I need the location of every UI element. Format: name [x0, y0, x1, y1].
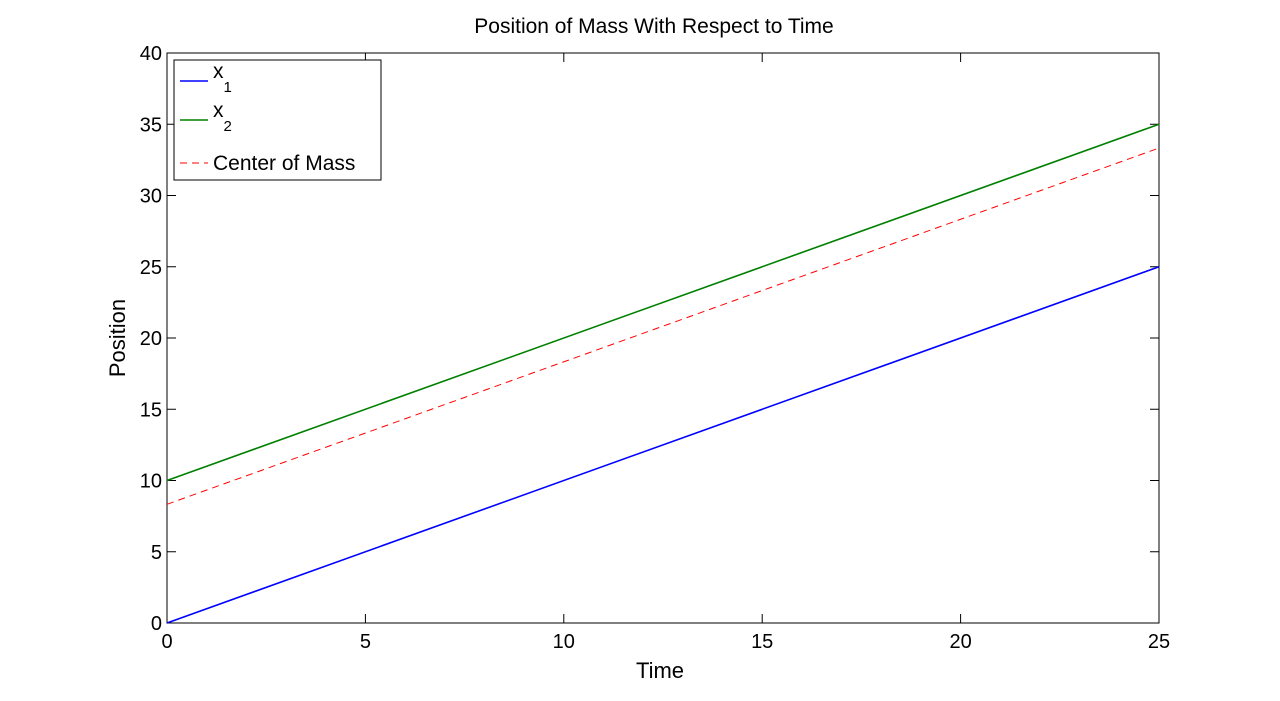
x-tick-label: 25	[1148, 631, 1170, 653]
x-tick-label: 20	[949, 631, 971, 653]
y-axis-label: Position	[105, 299, 130, 377]
legend-label: x2	[213, 99, 232, 135]
axis-ticks: 0 5 10 15 20 25 0 5 10 15 20 25 30 35 40	[140, 43, 1170, 653]
x-tick-label: 0	[161, 631, 172, 653]
y-tick-label: 15	[140, 399, 162, 421]
x-tick-label: 10	[553, 631, 575, 653]
legend-label: Center of Mass	[213, 152, 355, 175]
chart-title: Position of Mass With Respect to Time	[474, 15, 833, 38]
legend-box	[173, 59, 382, 181]
y-tick-label: 0	[151, 613, 162, 635]
y-tick-label: 5	[151, 542, 162, 564]
y-tick-label: 10	[140, 471, 162, 493]
legend-label: x1	[213, 60, 232, 96]
series-line	[166, 147, 1160, 505]
series-lines	[166, 123, 1160, 624]
y-tick-label: 20	[140, 328, 162, 350]
x-tick-label: 15	[751, 631, 773, 653]
y-tick-label: 40	[140, 43, 162, 65]
x-axis-label: Time	[636, 658, 684, 683]
x-tick-label: 5	[360, 631, 371, 653]
y-tick-label: 25	[140, 257, 162, 279]
series-line	[166, 265, 1160, 624]
y-tick-label: 30	[140, 186, 162, 208]
y-tick-label: 35	[140, 114, 162, 136]
series-line	[166, 123, 1160, 482]
